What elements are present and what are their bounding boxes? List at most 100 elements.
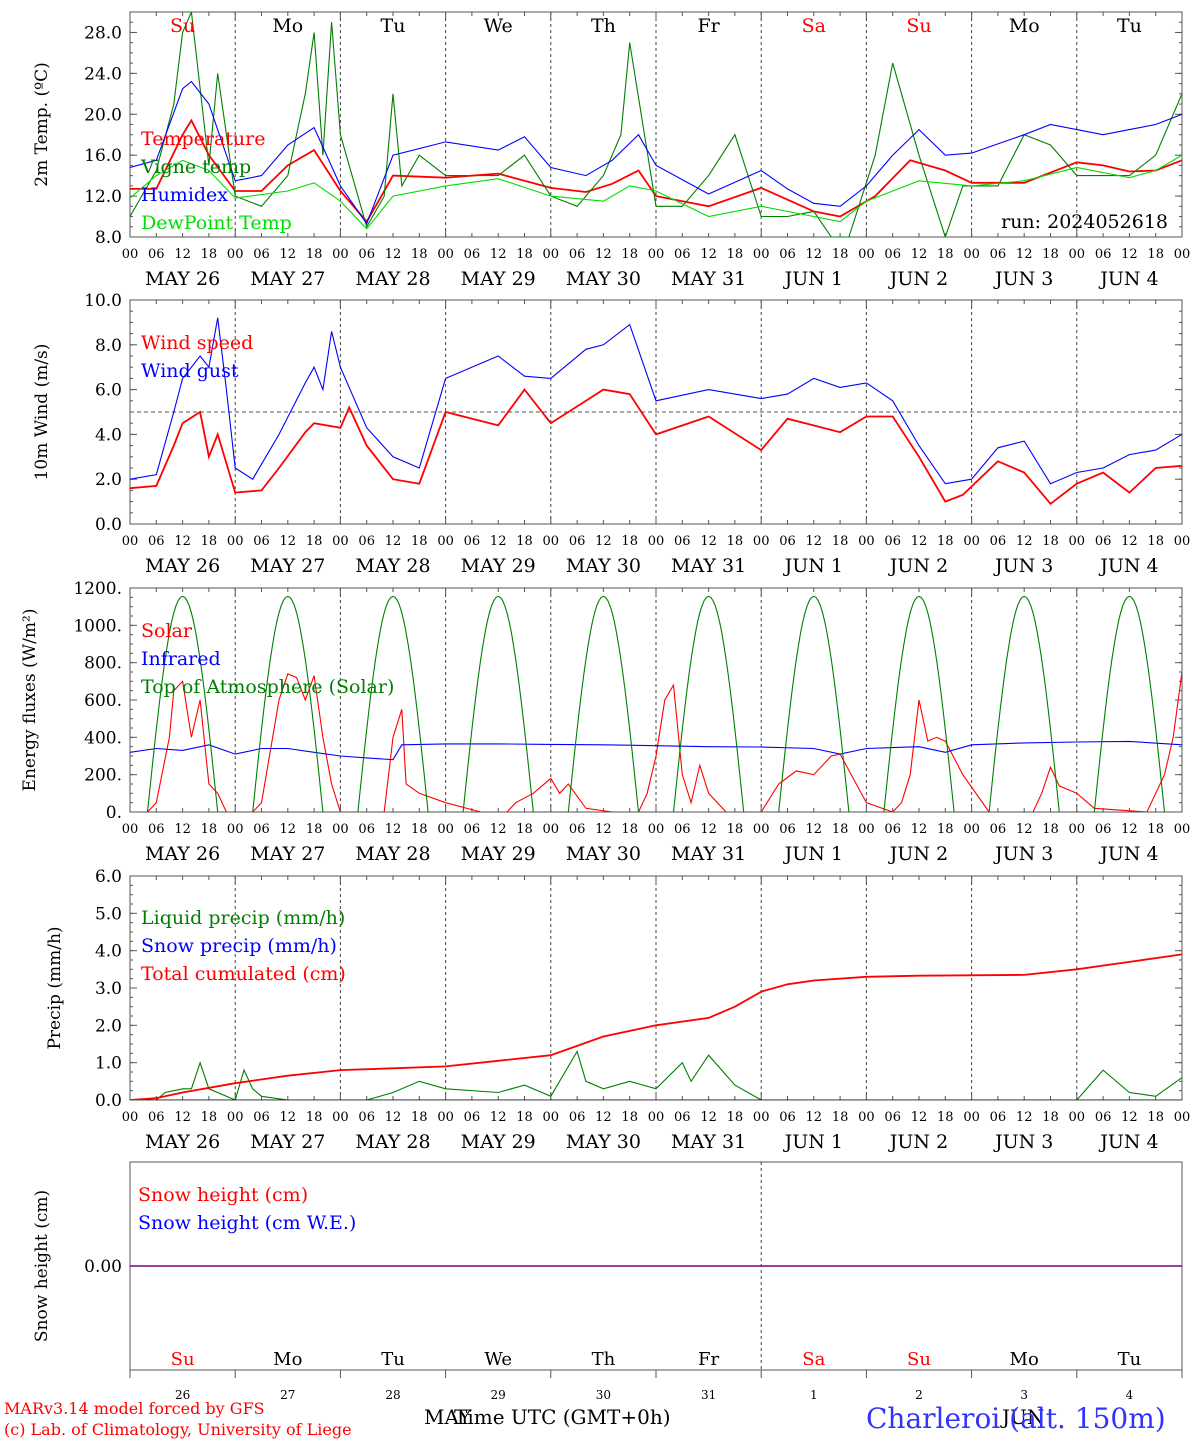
hour-tick-label: 12 bbox=[490, 1110, 507, 1125]
hour-tick-label: 00 bbox=[122, 247, 139, 262]
date-label: JUN 3 bbox=[993, 1131, 1053, 1153]
hour-tick-label: 06 bbox=[148, 247, 165, 262]
legend-entry: Snow height (cm W.E.) bbox=[138, 1212, 356, 1234]
hour-tick-label: 06 bbox=[674, 247, 691, 262]
hour-tick-label: 12 bbox=[1016, 534, 1033, 549]
y-tick-label: 0. bbox=[106, 803, 122, 823]
hour-tick-label: 00 bbox=[1069, 534, 1086, 549]
y-tick-label: 2.0 bbox=[95, 470, 122, 490]
date-label: JUN 3 bbox=[993, 555, 1053, 577]
hour-tick-label: 06 bbox=[1095, 1110, 1112, 1125]
date-label: JUN 1 bbox=[783, 268, 843, 290]
hour-tick-label: 12 bbox=[911, 822, 928, 837]
hour-tick-label: 00 bbox=[543, 534, 560, 549]
y-tick-label: 200. bbox=[84, 766, 122, 786]
hour-tick-label: 00 bbox=[122, 1110, 139, 1125]
day-name-label: Su bbox=[907, 1349, 931, 1370]
legend-entry: Wind speed bbox=[141, 332, 253, 354]
y-tick-label: 8.0 bbox=[95, 228, 122, 248]
hour-tick-label: 18 bbox=[621, 822, 638, 837]
hour-tick-label: 12 bbox=[911, 1110, 928, 1125]
hour-tick-label: 18 bbox=[411, 822, 428, 837]
lab-credit: (c) Lab. of Climatology, University of L… bbox=[4, 1420, 352, 1439]
hour-tick-label: 18 bbox=[306, 822, 323, 837]
hour-tick-label: 12 bbox=[700, 247, 717, 262]
hour-tick-label: 18 bbox=[201, 247, 218, 262]
date-label: MAY 31 bbox=[671, 1131, 746, 1153]
hour-tick-label: 18 bbox=[411, 534, 428, 549]
hour-tick-label: 00 bbox=[227, 247, 244, 262]
hour-tick-label: 12 bbox=[490, 534, 507, 549]
hour-tick-label: 00 bbox=[963, 1110, 980, 1125]
hour-tick-label: 18 bbox=[937, 1110, 954, 1125]
legend-entry: Temperature bbox=[141, 128, 265, 150]
y-axis-label: 2m Temp. (ºC) bbox=[32, 62, 52, 187]
date-label: JUN 2 bbox=[888, 268, 948, 290]
series-line-red bbox=[130, 118, 1182, 224]
hour-tick-label: 06 bbox=[148, 822, 165, 837]
date-label: MAY 30 bbox=[566, 555, 641, 577]
hour-tick-label: 06 bbox=[990, 1110, 1007, 1125]
legend-entry: Snow height (cm) bbox=[138, 1184, 308, 1206]
hour-tick-label: 12 bbox=[1016, 1110, 1033, 1125]
hour-tick-label: 00 bbox=[1069, 1110, 1086, 1125]
hour-tick-label: 06 bbox=[1095, 534, 1112, 549]
hour-tick-label: 12 bbox=[280, 822, 297, 837]
hour-tick-label: 00 bbox=[858, 534, 875, 549]
hour-tick-label: 18 bbox=[727, 247, 744, 262]
hour-tick-label: 06 bbox=[990, 534, 1007, 549]
hour-tick-label: 18 bbox=[306, 1110, 323, 1125]
date-label: MAY 27 bbox=[250, 843, 325, 865]
hour-tick-label: 00 bbox=[332, 1110, 349, 1125]
hour-tick-label: 06 bbox=[1095, 247, 1112, 262]
hour-tick-label: 00 bbox=[437, 247, 454, 262]
hour-tick-label: 00 bbox=[648, 1110, 665, 1125]
day-name-label: Sa bbox=[802, 15, 826, 37]
hour-tick-label: 18 bbox=[727, 1110, 744, 1125]
hour-tick-label: 00 bbox=[227, 534, 244, 549]
series-line-green bbox=[130, 595, 1182, 812]
hour-tick-label: 12 bbox=[595, 822, 612, 837]
hour-tick-label: 18 bbox=[832, 534, 849, 549]
hour-tick-label: 00 bbox=[227, 822, 244, 837]
hour-tick-label: 18 bbox=[516, 822, 533, 837]
date-label: MAY 31 bbox=[671, 843, 746, 865]
hour-tick-label: 06 bbox=[464, 534, 481, 549]
hour-tick-label: 00 bbox=[753, 822, 770, 837]
hour-tick-label: 12 bbox=[806, 822, 823, 837]
y-axis-label: Precip (mm/h) bbox=[45, 926, 65, 1049]
hour-tick-label: 12 bbox=[595, 247, 612, 262]
hour-tick-label: 12 bbox=[490, 822, 507, 837]
hour-tick-label: 18 bbox=[1042, 822, 1059, 837]
hour-tick-label: 12 bbox=[385, 247, 402, 262]
hour-tick-label: 12 bbox=[174, 822, 191, 837]
hour-tick-label: 18 bbox=[1147, 1110, 1164, 1125]
y-tick-label: 2.0 bbox=[95, 1016, 122, 1036]
y-tick-label: 1200. bbox=[73, 579, 122, 599]
month-right-label: JUN bbox=[1002, 1405, 1045, 1429]
date-label: JUN 1 bbox=[783, 843, 843, 865]
hour-tick-label: 12 bbox=[1016, 247, 1033, 262]
hour-tick-label: 00 bbox=[648, 247, 665, 262]
hour-tick-label: 12 bbox=[700, 822, 717, 837]
hour-tick-label: 00 bbox=[858, 247, 875, 262]
hour-tick-label: 06 bbox=[779, 1110, 796, 1125]
hour-tick-label: 00 bbox=[332, 822, 349, 837]
y-axis-label: 10m Wind (m/s) bbox=[32, 344, 52, 481]
y-tick-label: 0.0 bbox=[95, 515, 122, 535]
hour-tick-label: 12 bbox=[806, 1110, 823, 1125]
hour-tick-label: 18 bbox=[201, 534, 218, 549]
day-name-label: Su bbox=[906, 15, 931, 37]
day-number-label: 31 bbox=[701, 1388, 716, 1402]
date-label: MAY 31 bbox=[671, 555, 746, 577]
hour-tick-label: 12 bbox=[280, 534, 297, 549]
date-label: JUN 4 bbox=[1098, 268, 1158, 290]
hour-tick-label: 06 bbox=[253, 1110, 270, 1125]
y-tick-label: 600. bbox=[84, 691, 122, 711]
date-label: MAY 29 bbox=[461, 555, 536, 577]
hour-tick-label: 00 bbox=[753, 534, 770, 549]
hour-tick-label: 12 bbox=[1121, 534, 1138, 549]
series-line-red bbox=[130, 388, 1182, 506]
hour-tick-label: 18 bbox=[411, 247, 428, 262]
day-number-label: 4 bbox=[1126, 1388, 1134, 1402]
